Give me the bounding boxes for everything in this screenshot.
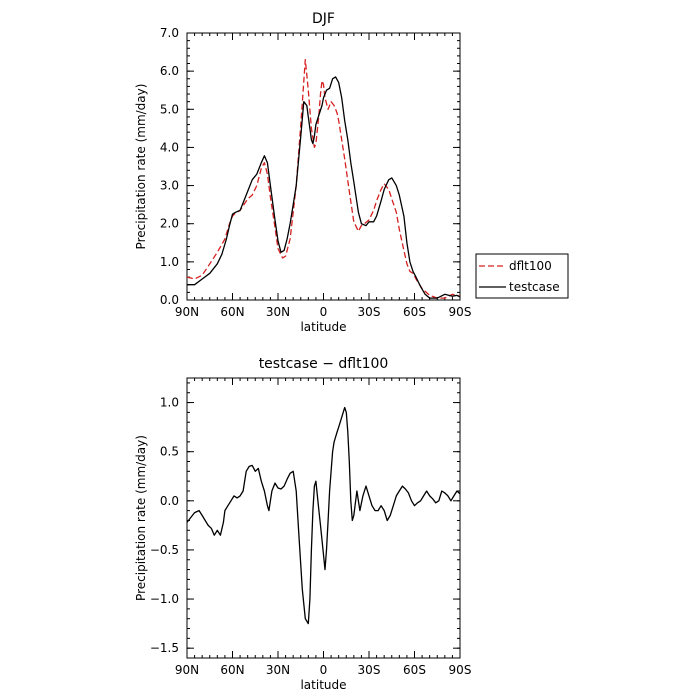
x-tick-label: 30S (358, 305, 381, 319)
x-tick-label: 60N (220, 305, 244, 319)
precipitation-difference-panel: testcase − dflt100 −1.5 −1.0 −0.5 0.0 0.5 1.0 9… (134, 356, 471, 692)
x-axis-label: latitude (300, 678, 346, 692)
x-tick-label: 90N (175, 305, 199, 319)
y-tick-label: 3.0 (160, 179, 179, 193)
y-tick-label: 2.0 (160, 217, 179, 231)
x-tick-label: 90S (449, 305, 472, 319)
y-tick-label: −0.5 (150, 543, 179, 557)
x-tick-label: 90N (175, 663, 199, 677)
x-tick-label: 0 (320, 305, 328, 319)
y-tick-label: 0.0 (160, 494, 179, 508)
legend-box (475, 253, 569, 299)
plot-frame (186, 377, 461, 659)
y-tick-label: 7.0 (160, 26, 179, 40)
precipitation-djf-panel: DJF 0.0 1.0 2.0 3.0 4.0 5.0 6.0 7.0 90N 60N 30N 0 30S… (134, 11, 569, 334)
series-line-dflt100 (186, 59, 461, 299)
y-axis-label: Precipitation rate (mm/day) (134, 84, 148, 250)
x-tick-label: 60N (220, 663, 244, 677)
y-tick-label: 5.0 (160, 102, 179, 116)
y-tick-label: 1.0 (160, 255, 179, 269)
y-tick-label: 1.0 (160, 396, 179, 410)
x-tick-label: 30N (266, 305, 290, 319)
x-tick-label: 90S (449, 663, 472, 677)
legend-label: testcase (509, 280, 560, 294)
y-tick-label: 6.0 (160, 64, 179, 78)
series-line-testcase (187, 76, 461, 299)
chart-title: testcase − dflt100 (259, 356, 389, 372)
y-tick-label: −1.0 (150, 592, 179, 606)
y-tick-label: 4.0 (160, 140, 179, 154)
y-tick-label: 0.5 (160, 445, 179, 459)
x-axis-label: latitude (300, 320, 346, 334)
y-tick-label: −1.5 (150, 641, 179, 655)
plot-frame (186, 32, 461, 301)
x-tick-label: 30N (266, 663, 290, 677)
y-axis-label: Precipitation rate (mm/day) (134, 435, 148, 601)
x-tick-label: 30S (358, 663, 381, 677)
chart-title: DJF (312, 11, 335, 27)
x-tick-label: 0 (320, 663, 328, 677)
series-line-series-0 (186, 406, 461, 625)
legend-label: dflt100 (509, 259, 552, 273)
y-tick-label: 0.0 (160, 293, 179, 307)
x-tick-label: 60S (403, 663, 426, 677)
x-tick-label: 60S (403, 305, 426, 319)
